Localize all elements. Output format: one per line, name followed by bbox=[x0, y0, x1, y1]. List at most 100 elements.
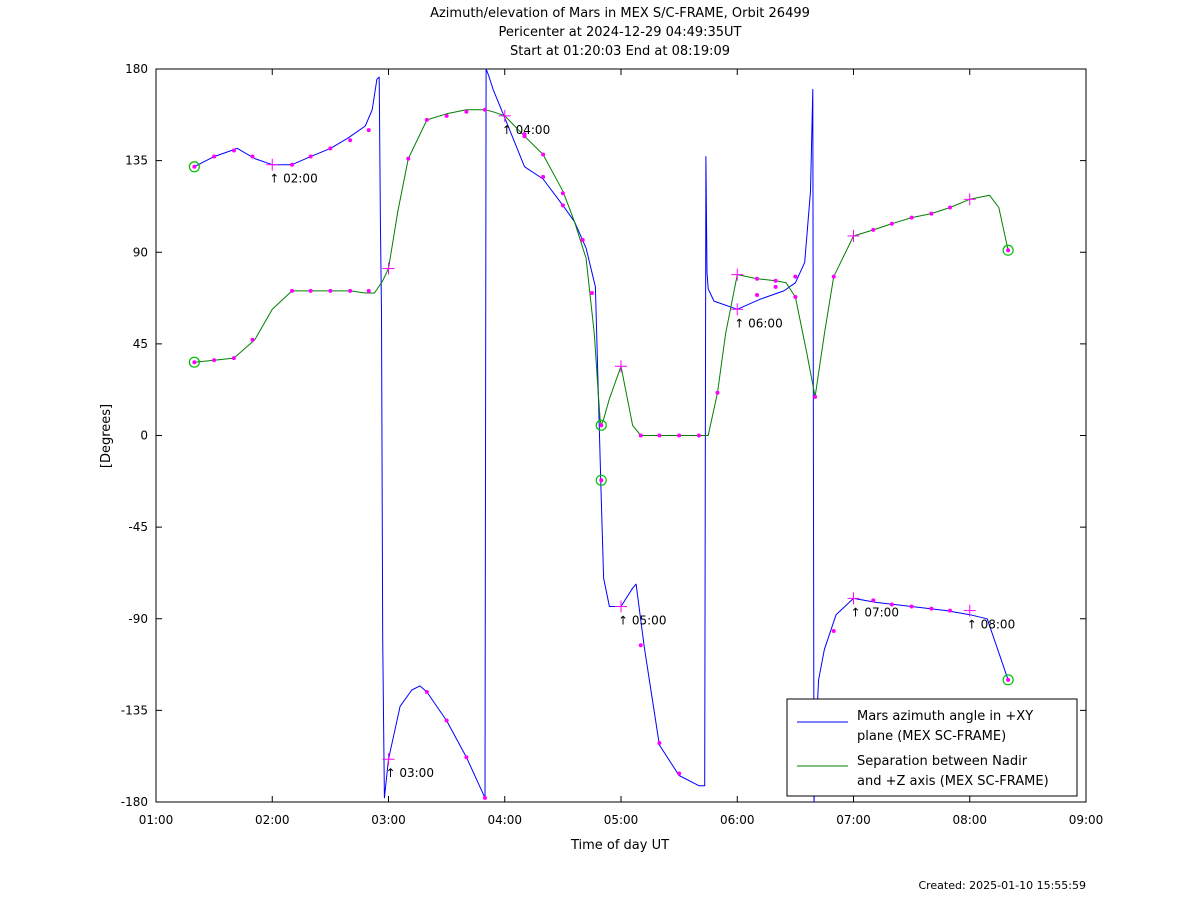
title-line-2: Pericenter at 2024-12-29 04:49:35UT bbox=[498, 25, 741, 40]
endpoint-marker bbox=[595, 474, 607, 486]
legend-label-separation-2: and +Z axis (MEX SC-FRAME) bbox=[857, 774, 1049, 789]
data-point-dot bbox=[250, 337, 255, 342]
data-point-dot bbox=[290, 288, 295, 293]
data-point-dot bbox=[657, 433, 662, 438]
data-point-dot bbox=[638, 643, 643, 648]
hour-marker-cross bbox=[847, 229, 860, 242]
endpoint-marker bbox=[188, 161, 200, 173]
data-point-dot bbox=[909, 604, 914, 609]
data-point-dot bbox=[366, 288, 371, 293]
data-point-dot bbox=[328, 288, 333, 293]
hour-label: ↑ 07:00 bbox=[851, 605, 899, 619]
data-point-dot bbox=[929, 211, 934, 216]
data-point-dot bbox=[831, 628, 836, 633]
data-point-dot bbox=[580, 238, 585, 243]
data-point-dot bbox=[348, 138, 353, 143]
data-point-dot bbox=[212, 154, 217, 159]
data-point-dot bbox=[424, 690, 429, 695]
x-tick-label: 06:00 bbox=[720, 813, 755, 827]
y-axis: 180 135 90 45 0 -45 -90 -135 -180 bbox=[121, 62, 1086, 809]
data-point-dot bbox=[793, 295, 798, 300]
data-point-dot bbox=[212, 358, 217, 363]
x-tick-label: 08:00 bbox=[952, 813, 987, 827]
data-point-dot bbox=[813, 394, 818, 399]
data-point-dot bbox=[464, 755, 469, 760]
data-point-dot bbox=[560, 203, 565, 208]
data-point-dot bbox=[482, 795, 487, 800]
data-point-dot bbox=[308, 288, 313, 293]
hour-marker-cross bbox=[498, 109, 511, 122]
data-point-dot bbox=[638, 433, 643, 438]
data-point-dot bbox=[560, 191, 565, 196]
title-line-3: Start at 01:20:03 End at 08:19:09 bbox=[510, 44, 730, 59]
chart-title: Azimuth/elevation of Mars in MEX S/C-FRA… bbox=[430, 6, 810, 59]
data-point-dot bbox=[308, 154, 313, 159]
x-tick-label: 07:00 bbox=[836, 813, 871, 827]
x-tick-label: 02:00 bbox=[255, 813, 290, 827]
legend-box bbox=[786, 698, 1078, 797]
data-point-dot bbox=[406, 156, 411, 161]
hour-label: ↑ 05:00 bbox=[618, 614, 666, 628]
data-point-dot bbox=[482, 107, 487, 112]
data-point-dot bbox=[657, 740, 662, 745]
y-axis-label: [Degrees] bbox=[99, 404, 114, 468]
legend-label-separation-1: Separation between Nadir bbox=[857, 754, 1028, 769]
data-point-dot bbox=[677, 433, 682, 438]
data-point-dot bbox=[290, 162, 295, 167]
data-point-dot bbox=[444, 113, 449, 118]
hour-label: ↑ 08:00 bbox=[967, 618, 1015, 632]
hour-marker-cross bbox=[382, 753, 395, 766]
y-tick-label: -180 bbox=[121, 795, 148, 809]
data-point-dot bbox=[348, 288, 353, 293]
x-axis: 01:00 02:00 03:00 04:00 05:00 06:00 07:00 08:00… bbox=[139, 69, 1104, 827]
data-point-dot bbox=[889, 602, 894, 607]
data-point-dot bbox=[522, 134, 527, 139]
hour-marker-cross bbox=[731, 303, 744, 316]
x-tick-label: 09:00 bbox=[1069, 813, 1104, 827]
legend-label-azimuth-1: Mars azimuth angle in +XY bbox=[857, 709, 1033, 724]
data-point-dot bbox=[589, 290, 594, 295]
hour-label: ↑ 02:00 bbox=[269, 172, 317, 186]
data-point-dot bbox=[755, 293, 760, 298]
created-timestamp: Created: 2025-01-10 15:55:59 bbox=[918, 879, 1086, 892]
data-point-dot bbox=[541, 152, 546, 157]
data-point-dot bbox=[889, 221, 894, 226]
y-tick-label: 135 bbox=[125, 154, 148, 168]
x-axis-label: Time of day UT bbox=[570, 838, 669, 853]
series-line-separation bbox=[194, 109, 1009, 436]
hour-marker-cross bbox=[731, 268, 744, 281]
data-point-dot bbox=[793, 274, 798, 279]
hour-label: ↑ 03:00 bbox=[386, 766, 434, 780]
data-point-dot bbox=[755, 276, 760, 281]
data-point-dot bbox=[231, 148, 236, 153]
data-point-dot bbox=[929, 606, 934, 611]
y-tick-label: 90 bbox=[133, 245, 148, 259]
data-point-dot bbox=[831, 274, 836, 279]
y-tick-label: 180 bbox=[125, 62, 148, 76]
legend-label-azimuth-2: plane (MEX SC-FRAME) bbox=[857, 729, 1006, 744]
data-point-dot bbox=[715, 390, 720, 395]
endpoint-marker bbox=[595, 419, 607, 431]
data-point-dot bbox=[541, 174, 546, 179]
hour-label: ↑ 04:00 bbox=[502, 123, 550, 137]
hour-marker-cross bbox=[963, 193, 976, 206]
hour-marker-cross bbox=[615, 360, 627, 373]
hour-label: ↑ 06:00 bbox=[734, 316, 782, 330]
hour-marker-cross bbox=[266, 158, 279, 171]
hour-marker-cross bbox=[615, 600, 627, 613]
data-point-dot bbox=[871, 598, 876, 603]
hour-marker-cross bbox=[847, 592, 860, 605]
y-tick-label: -135 bbox=[121, 703, 148, 717]
data-point-dot bbox=[231, 356, 236, 361]
hour-marker-cross bbox=[382, 262, 395, 275]
markers bbox=[188, 107, 1014, 800]
data-point-dot bbox=[696, 433, 701, 438]
data-point-dot bbox=[444, 718, 449, 723]
endpoint-marker bbox=[1002, 244, 1014, 256]
x-tick-label: 01:00 bbox=[139, 813, 174, 827]
data-point-dot bbox=[871, 227, 876, 232]
y-tick-label: 0 bbox=[140, 429, 148, 443]
data-point-dot bbox=[773, 284, 778, 289]
data-point-dot bbox=[328, 146, 333, 151]
